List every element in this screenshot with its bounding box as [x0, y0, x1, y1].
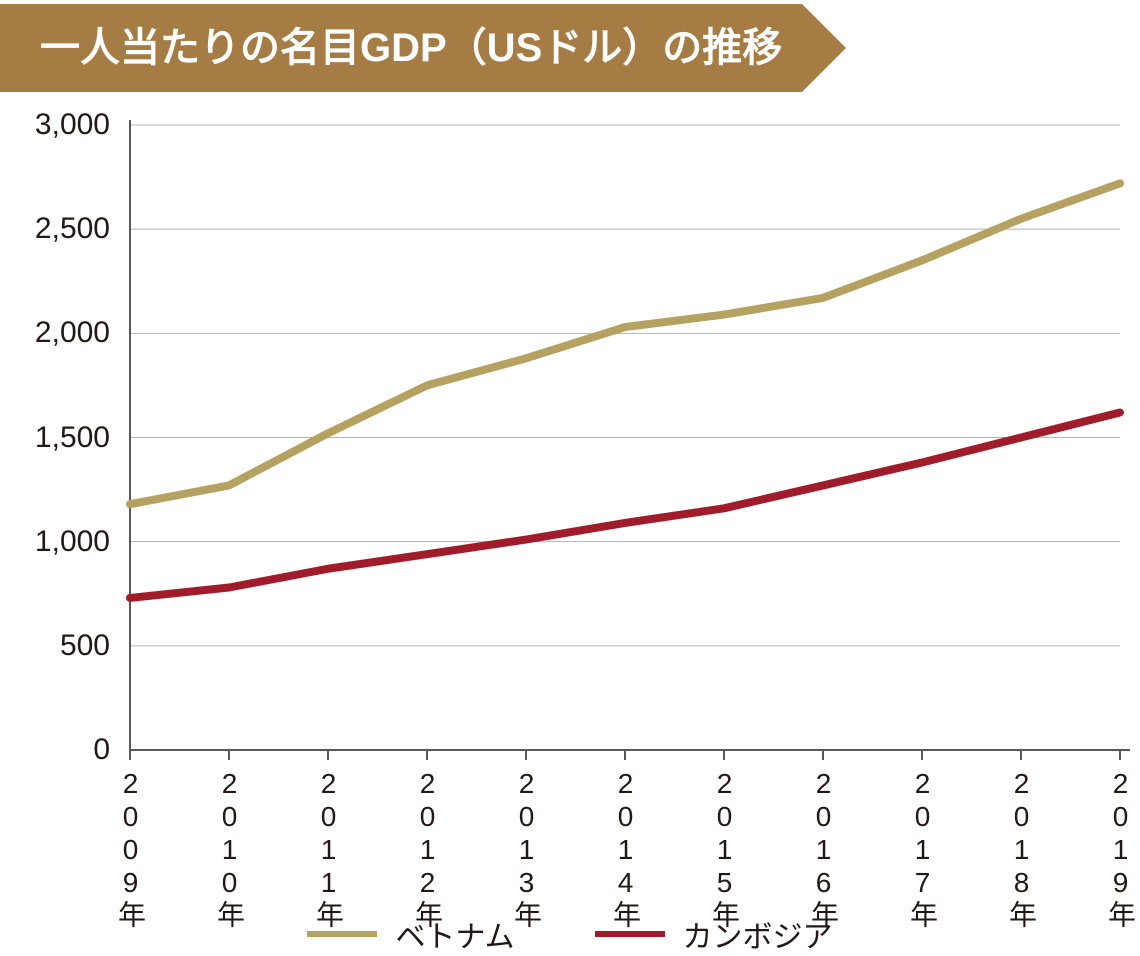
legend: ベトナム カンボジア	[0, 912, 1140, 956]
y-tick-label: 500	[0, 629, 110, 663]
legend-item: ベトナム	[307, 912, 514, 956]
line-chart: 0 500 1,000 1,500 2,000 2,500 3,000 2009年 2010年…	[0, 110, 1140, 952]
legend-item: カンボジア	[595, 912, 833, 956]
legend-label: カンボジア	[683, 912, 833, 956]
x-tick-label: 2014年	[611, 768, 639, 930]
y-tick-label: 1,000	[0, 525, 110, 559]
y-tick-label: 3,000	[0, 108, 110, 142]
legend-swatch	[595, 931, 665, 937]
chart-title-banner: 一人当たりの名目GDP（USドル）の推移	[0, 4, 846, 92]
chart-title: 一人当たりの名目GDP（USドル）の推移	[0, 4, 802, 92]
x-tick-label: 2019年	[1106, 768, 1134, 930]
x-tick-label: 2009年	[116, 768, 144, 930]
x-tick-label: 2016年	[809, 768, 837, 930]
y-tick-label: 1,500	[0, 421, 110, 455]
x-tick-label: 2018年	[1007, 768, 1035, 930]
x-tick-label: 2013年	[512, 768, 540, 930]
legend-swatch	[307, 931, 377, 937]
y-tick-label: 0	[0, 733, 110, 767]
y-tick-label: 2,500	[0, 212, 110, 246]
chart-svg	[0, 110, 1140, 952]
x-tick-label: 2010年	[215, 768, 243, 930]
legend-label: ベトナム	[395, 912, 514, 956]
x-tick-label: 2017年	[908, 768, 936, 930]
banner-arrow	[802, 4, 846, 92]
x-tick-label: 2012年	[413, 768, 441, 930]
x-tick-label: 2011年	[314, 768, 342, 930]
x-tick-label: 2015年	[710, 768, 738, 930]
y-tick-label: 2,000	[0, 316, 110, 350]
